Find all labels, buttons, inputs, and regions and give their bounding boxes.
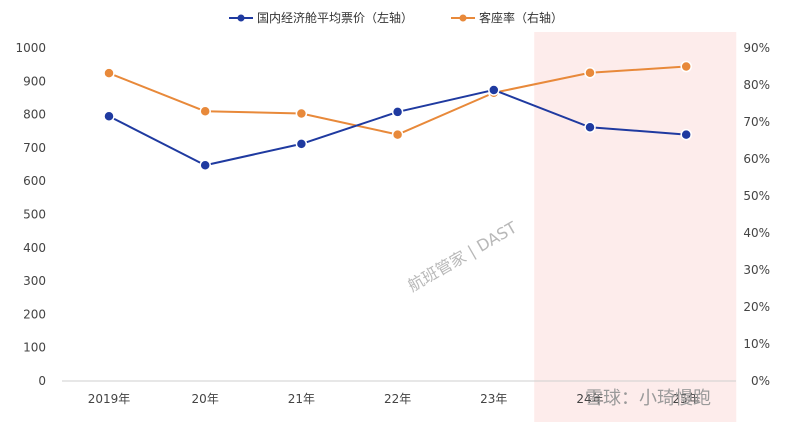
y-right-tick-label: 80% xyxy=(743,78,770,92)
series-1-point xyxy=(103,67,115,79)
series-0-point xyxy=(584,121,596,134)
legend-item-price: 国内经济舱平均票价（左轴） xyxy=(229,10,413,25)
y-left-tick-label: 400 xyxy=(23,241,46,255)
y-left-tick-label: 700 xyxy=(23,141,46,155)
y-left-tick-label: 600 xyxy=(23,174,46,188)
legend-marker-load-factor xyxy=(459,14,467,22)
series-0-point xyxy=(199,159,211,171)
series-group xyxy=(103,60,692,171)
y-left-tick-label: 800 xyxy=(23,108,46,122)
watermark-2: 雪球：小琦慢跑 xyxy=(585,388,711,409)
series-0-point xyxy=(680,128,692,141)
highlight-band xyxy=(534,32,737,422)
series-0-point xyxy=(488,84,500,96)
series-1-point xyxy=(680,60,692,73)
series-0-point xyxy=(103,110,115,123)
y-right-tick-label: 60% xyxy=(743,152,770,166)
y-left-tick-label: 0 xyxy=(38,374,46,388)
watermark-text: 航班管家 | DAST xyxy=(405,218,521,296)
legend-marker-price xyxy=(237,14,245,22)
x-tick-label: 25年 xyxy=(673,392,700,406)
series-1-point xyxy=(391,128,404,141)
series-1-point xyxy=(199,105,211,118)
y-axis-left: 0 100 200 300 400 500 600 700 800 900 1000 xyxy=(15,41,46,388)
x-tick-label: 20年 xyxy=(192,392,219,406)
x-tick-label: 21年 xyxy=(288,392,315,406)
legend-item-load-factor: 客座率（右轴） xyxy=(451,10,563,25)
y-right-tick-label: 70% xyxy=(743,115,770,129)
x-tick-label: 24年 xyxy=(576,392,603,406)
y-right-tick-label: 20% xyxy=(743,300,770,314)
y-right-tick-label: 30% xyxy=(743,263,770,277)
series-1-point xyxy=(295,107,308,120)
watermark-2-text: 雪球：小琦慢跑 xyxy=(585,388,711,409)
series-1-point xyxy=(584,67,596,79)
y-axis-right: 0% 10% 20% 30% 40% 50% 60% 70% 80% 90% xyxy=(743,41,770,388)
x-tick-label: 2019年 xyxy=(88,392,131,406)
watermark: 航班管家 | DAST xyxy=(405,218,521,296)
y-left-tick-label: 300 xyxy=(23,274,46,288)
y-right-tick-label: 50% xyxy=(743,189,770,203)
y-right-tick-label: 10% xyxy=(743,337,770,351)
y-left-tick-label: 100 xyxy=(23,341,46,355)
y-right-tick-label: 90% xyxy=(743,41,770,55)
y-left-tick-label: 500 xyxy=(23,208,46,222)
series-0-point xyxy=(295,138,308,150)
series-0-point xyxy=(391,106,404,118)
y-left-tick-label: 200 xyxy=(23,307,46,321)
y-right-tick-label: 0% xyxy=(751,374,770,388)
x-axis: 2019年 20年 21年 22年 23年 24年 25年 xyxy=(88,392,700,406)
y-right-tick-label: 40% xyxy=(743,226,770,240)
y-left-tick-label: 1000 xyxy=(15,41,46,55)
x-tick-label: 23年 xyxy=(480,392,507,406)
legend: 国内经济舱平均票价（左轴） 客座率（右轴） xyxy=(229,10,563,25)
y-left-tick-label: 900 xyxy=(23,74,46,88)
legend-label-price: 国内经济舱平均票价（左轴） xyxy=(257,10,413,25)
legend-label-load-factor: 客座率（右轴） xyxy=(479,10,563,25)
x-tick-label: 22年 xyxy=(384,392,411,406)
